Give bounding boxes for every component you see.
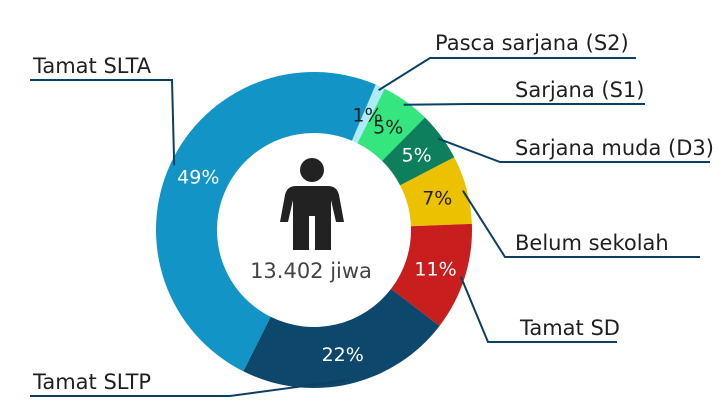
percent-label-3: 7%	[422, 187, 452, 209]
leader-line-6	[30, 79, 176, 166]
percent-label-2: 5%	[402, 144, 432, 166]
center-label: 13.402 jiwa	[250, 259, 372, 283]
category-labels: Pasca sarjana (S2) Sarjana (S1) Sarjana mu…	[32, 31, 714, 394]
percent-label-4: 11%	[414, 259, 456, 281]
slice-4	[391, 223, 472, 326]
percent-labels: 1%5%5%7%11%22%49%	[177, 104, 457, 366]
category-label-4: Tamat SD	[519, 316, 620, 340]
slices	[155, 71, 472, 388]
leader-line-3	[462, 190, 700, 258]
percent-label-1: 5%	[373, 116, 403, 138]
person-icon	[280, 158, 344, 250]
leader-line-0	[378, 57, 636, 92]
leader-line-4	[459, 276, 617, 343]
leader-lines	[30, 57, 710, 397]
percent-label-0: 1%	[352, 104, 382, 126]
slice-1	[357, 88, 425, 161]
category-label-5: Tamat SLTP	[32, 370, 151, 394]
category-label-0: Pasca sarjana (S2)	[435, 31, 629, 55]
leader-line-5	[30, 379, 349, 397]
slice-3	[400, 157, 472, 227]
category-label-6: Tamat SLTA	[32, 54, 152, 78]
category-label-1: Sarjana (S1)	[515, 78, 644, 102]
percent-label-5: 22%	[322, 344, 364, 366]
slice-2	[382, 117, 455, 186]
slice-0	[351, 84, 385, 144]
leader-line-1	[403, 103, 645, 106]
category-label-3: Belum sekolah	[515, 231, 669, 255]
slice-5	[243, 288, 440, 388]
leader-line-2	[437, 137, 710, 163]
slice-6	[155, 71, 376, 372]
category-label-2: Sarjana muda (D3)	[515, 136, 714, 160]
percent-label-6: 49%	[177, 167, 219, 189]
